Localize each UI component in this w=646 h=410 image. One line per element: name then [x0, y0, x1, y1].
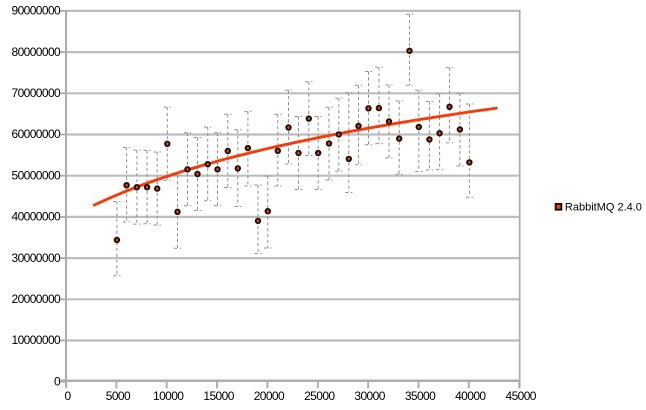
svg-text:80000000: 80000000: [12, 45, 62, 59]
svg-text:25000: 25000: [304, 389, 335, 403]
svg-text:60000000: 60000000: [12, 127, 62, 141]
svg-text:40000000: 40000000: [12, 210, 62, 224]
svg-text:90000000: 90000000: [12, 4, 62, 18]
svg-text:RabbitMQ 2.4.0: RabbitMQ 2.4.0: [565, 202, 642, 214]
svg-text:20000000: 20000000: [12, 292, 62, 306]
svg-text:20000: 20000: [254, 389, 285, 403]
svg-text:10000000: 10000000: [12, 333, 62, 347]
svg-text:45000: 45000: [506, 389, 537, 403]
svg-text:0: 0: [54, 374, 61, 388]
svg-text:5000: 5000: [106, 389, 131, 403]
svg-text:15000: 15000: [203, 389, 234, 403]
svg-text:70000000: 70000000: [12, 86, 62, 100]
svg-text:0: 0: [64, 389, 71, 403]
svg-text:50000000: 50000000: [12, 168, 62, 182]
svg-text:10000: 10000: [153, 389, 184, 403]
svg-text:40000: 40000: [455, 389, 486, 403]
svg-text:30000000: 30000000: [12, 251, 62, 265]
svg-text:30000: 30000: [354, 389, 385, 403]
svg-text:35000: 35000: [405, 389, 436, 403]
